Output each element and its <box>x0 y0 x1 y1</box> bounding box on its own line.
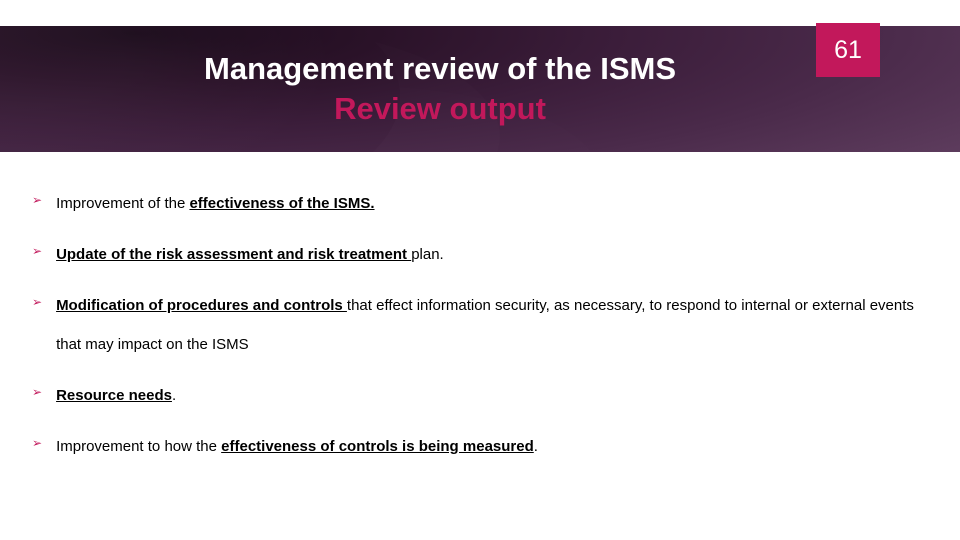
bullet-item: ➢ Improvement to how the effectiveness of… <box>32 427 928 466</box>
text-segment: Modification of procedures and controls <box>56 297 347 314</box>
bullet-text: Modification of procedures and controls … <box>56 286 928 364</box>
text-segment: Resource needs <box>56 387 172 404</box>
bullet-marker-icon: ➢ <box>32 428 42 459</box>
text-segment: . <box>172 387 176 404</box>
bullet-marker-icon: ➢ <box>32 287 42 318</box>
text-segment: Update of the risk assessment and risk t… <box>56 246 411 263</box>
text-segment: Improvement of the <box>56 195 189 212</box>
bullet-item: ➢ Improvement of the effectiveness of the… <box>32 184 928 223</box>
slide-title-line2: Review output <box>334 91 546 127</box>
slide-title-line1: Management review of the ISMS <box>204 51 676 87</box>
bullet-text: Improvement of the effectiveness of the … <box>56 184 928 223</box>
bullet-item: ➢ Modification of procedures and controls… <box>32 286 928 364</box>
page-number: 61 <box>834 36 862 65</box>
text-segment: effectiveness of the ISMS. <box>189 195 374 212</box>
bullet-item: ➢ Resource needs. <box>32 376 928 415</box>
bullet-text: Resource needs. <box>56 376 928 415</box>
bullet-marker-icon: ➢ <box>32 377 42 408</box>
content-area: ➢ Improvement of the effectiveness of the… <box>32 184 928 478</box>
page-number-badge: 61 <box>816 23 880 77</box>
text-segment: Improvement to how the <box>56 438 221 455</box>
text-segment: . <box>534 438 538 455</box>
bullet-text: Update of the risk assessment and risk t… <box>56 235 928 274</box>
text-segment: plan. <box>411 246 444 263</box>
bullet-marker-icon: ➢ <box>32 236 42 267</box>
bullet-item: ➢ Update of the risk assessment and risk … <box>32 235 928 274</box>
text-segment: effectiveness of controls is being measu… <box>221 438 534 455</box>
bullet-text: Improvement to how the effectiveness of … <box>56 427 928 466</box>
bullet-marker-icon: ➢ <box>32 185 42 216</box>
